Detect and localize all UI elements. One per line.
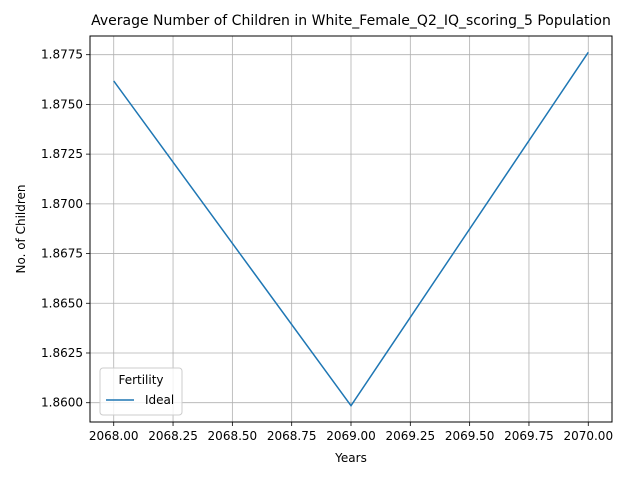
legend: Fertility Ideal — [99, 367, 183, 416]
x-tick-label: 2069.75 — [504, 429, 554, 443]
series-lines — [113, 51, 589, 407]
chart-title: Average Number of Children in White_Fema… — [91, 13, 611, 29]
x-ticks: 2068.00 2068.25 2068.50 2068.75 2069.00 2069.… — [89, 422, 613, 443]
x-tick-label: 2069.25 — [386, 429, 436, 443]
legend-title: Fertility — [118, 373, 163, 387]
x-tick-label: 2068.50 — [208, 429, 258, 443]
y-axis-label: No. of Children — [14, 184, 28, 273]
legend-box — [99, 367, 183, 416]
y-tick-label: 1.8775 — [41, 48, 83, 62]
x-tick-label: 2069.00 — [326, 429, 376, 443]
y-tick-label: 1.8625 — [41, 346, 83, 360]
x-tick-label: 2068.00 — [89, 429, 139, 443]
grid — [90, 36, 612, 422]
x-tick-label: 2068.25 — [148, 429, 198, 443]
series-line-ideal — [113, 51, 589, 407]
y-tick-label: 1.8675 — [41, 247, 83, 261]
y-tick-label: 1.8750 — [41, 97, 83, 111]
y-tick-label: 1.8725 — [41, 147, 83, 161]
y-tick-label: 1.8650 — [41, 296, 83, 310]
x-tick-label: 2068.75 — [267, 429, 317, 443]
y-tick-label: 1.8700 — [41, 197, 83, 211]
legend-label-ideal: Ideal — [145, 393, 174, 407]
x-axis-label: Years — [334, 451, 367, 465]
y-tick-label: 1.8600 — [41, 396, 83, 410]
x-tick-label: 2070.00 — [563, 429, 613, 443]
y-ticks: 1.8600 1.8625 1.8650 1.8675 1.8700 1.8725 1.87… — [41, 48, 90, 410]
x-tick-label: 2069.50 — [445, 429, 495, 443]
